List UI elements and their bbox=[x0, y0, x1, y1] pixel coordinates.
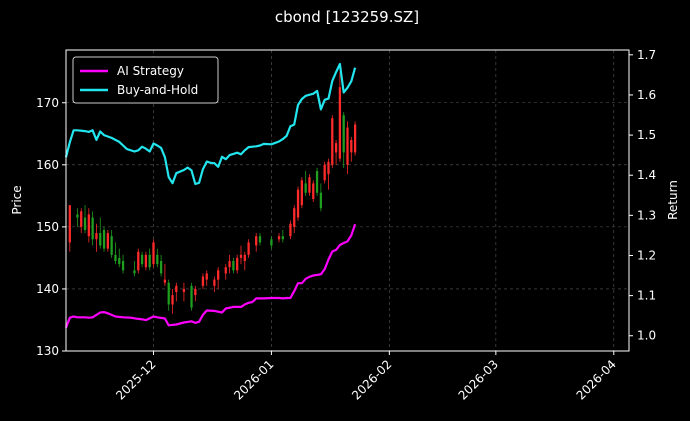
y-tick-label-right: 1.6 bbox=[637, 88, 656, 102]
candle-body bbox=[99, 233, 102, 246]
candle-body bbox=[350, 139, 353, 153]
candle-body bbox=[182, 288, 186, 293]
candle-body bbox=[133, 270, 136, 274]
candle-body bbox=[323, 164, 326, 181]
candle-body bbox=[293, 208, 296, 227]
candle-body bbox=[80, 211, 83, 227]
candle-body bbox=[236, 257, 239, 271]
candle-body bbox=[281, 236, 284, 240]
y-axis-label-left: Price bbox=[10, 185, 24, 214]
candle-body bbox=[217, 270, 220, 280]
series-line-ai-strategy bbox=[64, 223, 357, 329]
legend: AI Strategy Buy-and-Hold bbox=[72, 56, 219, 104]
candle-body bbox=[159, 261, 163, 274]
candle-body bbox=[308, 177, 311, 193]
candle-body bbox=[277, 236, 281, 240]
y-tick-label-right: 1.7 bbox=[637, 48, 656, 62]
candle-body bbox=[239, 254, 243, 258]
y-tick-label-right: 1.3 bbox=[637, 208, 656, 222]
candle-body bbox=[213, 279, 216, 286]
plot-frame bbox=[65, 49, 630, 352]
candle-body bbox=[255, 236, 258, 246]
y-tick-label-left: 140 bbox=[36, 282, 59, 296]
candle-body bbox=[224, 267, 227, 274]
candle-body bbox=[289, 223, 292, 237]
candle-body bbox=[319, 192, 323, 209]
candle-body bbox=[110, 236, 113, 255]
series-lines bbox=[64, 62, 357, 329]
candle-body bbox=[353, 124, 357, 153]
candle-body bbox=[190, 285, 193, 308]
candle-body bbox=[296, 189, 300, 218]
candle-body bbox=[83, 217, 87, 230]
series-line-buy-and-hold bbox=[64, 62, 357, 186]
candle-body bbox=[342, 115, 345, 153]
y-tick-label-left: 160 bbox=[36, 158, 59, 172]
candle-body bbox=[315, 171, 319, 193]
candle-body bbox=[304, 183, 307, 193]
candle-body bbox=[148, 254, 151, 268]
candle-body bbox=[205, 273, 208, 280]
y-tick-label-right: 1.0 bbox=[637, 329, 656, 343]
candle-body bbox=[68, 205, 71, 243]
candlesticks bbox=[68, 71, 357, 314]
candle-body bbox=[300, 180, 303, 206]
candle-body bbox=[175, 285, 178, 293]
candle-body bbox=[327, 161, 330, 175]
candle-body bbox=[247, 242, 250, 255]
candle-body bbox=[232, 261, 235, 271]
candle-body bbox=[156, 254, 159, 265]
candle-body bbox=[228, 261, 231, 268]
candle-body bbox=[163, 279, 167, 283]
candle-body bbox=[312, 183, 315, 199]
candle-body bbox=[87, 214, 90, 237]
candle-body bbox=[118, 257, 121, 265]
candle-body bbox=[91, 217, 94, 240]
candle-body bbox=[270, 239, 273, 246]
candle-body bbox=[144, 254, 148, 268]
candle-body bbox=[338, 87, 342, 159]
candle-body bbox=[194, 288, 197, 296]
y-axis-label-right: Return bbox=[666, 180, 680, 220]
candle-body bbox=[152, 242, 155, 265]
candle-body bbox=[137, 251, 140, 271]
y-tick-label-left: 170 bbox=[36, 96, 59, 110]
y-tick-label-right: 1.4 bbox=[637, 168, 656, 182]
candle-body bbox=[201, 276, 205, 286]
candle-body bbox=[121, 261, 125, 271]
candle-body bbox=[76, 214, 79, 218]
candle-body bbox=[243, 254, 246, 262]
candle-body bbox=[95, 233, 98, 240]
candle-body bbox=[331, 118, 334, 165]
legend-label-ai-strategy: AI Strategy bbox=[117, 64, 184, 78]
candle-body bbox=[258, 236, 262, 243]
y-tick-label-right: 1.1 bbox=[637, 289, 656, 303]
candle-body bbox=[140, 254, 144, 265]
y-tick-label-left: 150 bbox=[36, 220, 59, 234]
candle-body bbox=[114, 254, 117, 262]
candle-body bbox=[167, 282, 170, 305]
candle-body bbox=[334, 143, 338, 153]
y-tick-label-right: 1.2 bbox=[637, 248, 656, 262]
legend-box bbox=[72, 56, 219, 104]
y-tick-label-left: 130 bbox=[36, 344, 59, 358]
candle-body bbox=[102, 229, 106, 249]
chart-title: cbond [123259.SZ] bbox=[275, 8, 419, 26]
candle-body bbox=[106, 233, 109, 249]
legend-label-buy-and-hold: Buy-and-Hold bbox=[117, 83, 198, 97]
candle-body bbox=[346, 127, 349, 165]
y-tick-label-right: 1.5 bbox=[637, 128, 656, 142]
candle-body bbox=[171, 295, 174, 305]
